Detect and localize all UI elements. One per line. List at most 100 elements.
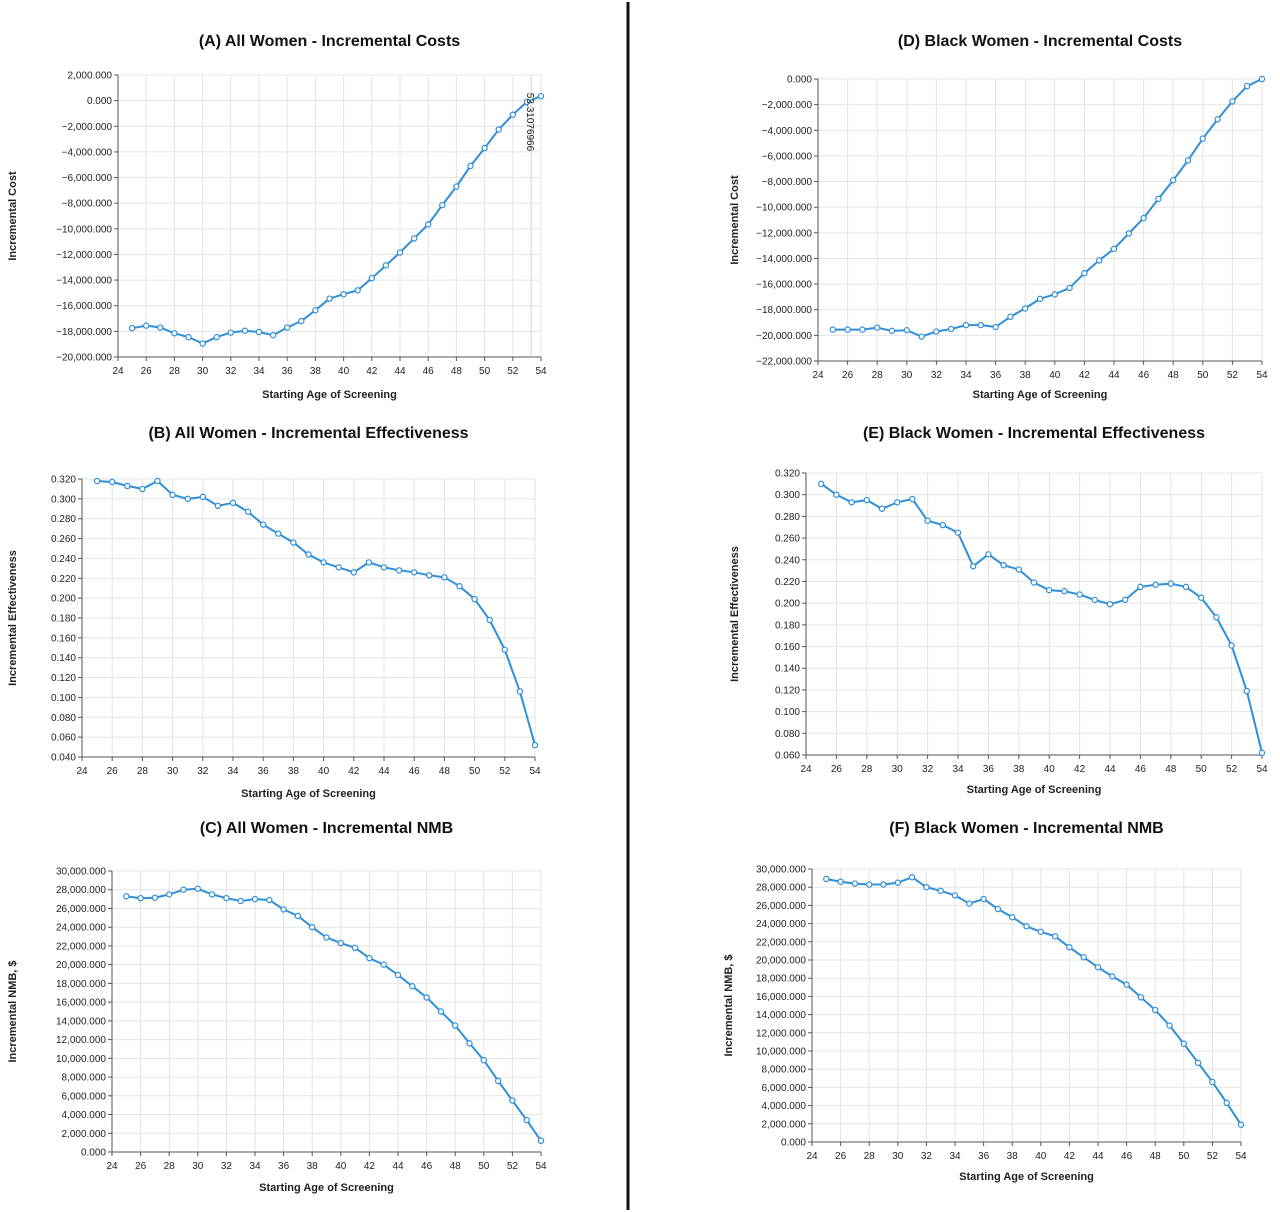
data-point[interactable] [480,1057,487,1064]
data-point[interactable] [423,994,430,1001]
data-point[interactable] [863,496,871,504]
data-point[interactable] [848,499,855,506]
data-point[interactable] [456,583,463,590]
data-point[interactable] [1106,601,1114,608]
data-point[interactable] [486,616,493,624]
data-point[interactable] [1199,135,1207,142]
data-point[interactable] [948,325,955,333]
data-point[interactable] [501,646,508,653]
data-point[interactable] [453,183,460,190]
data-point[interactable] [880,881,887,888]
data-point[interactable] [909,495,916,503]
data-point[interactable] [523,98,531,106]
data-point[interactable] [396,249,404,256]
data-point[interactable] [1121,596,1129,604]
data-point[interactable] [223,894,230,902]
data-point[interactable] [1209,1078,1216,1086]
data-point[interactable] [494,1077,502,1085]
data-point[interactable] [1194,1059,1202,1067]
data-point[interactable] [154,477,161,485]
data-point[interactable] [382,262,390,269]
data-point[interactable] [823,875,830,883]
data-point[interactable] [452,1022,459,1029]
data-point[interactable] [394,971,402,979]
data-point[interactable] [908,873,916,881]
data-point[interactable] [888,327,896,335]
data-point[interactable] [829,326,837,333]
data-point[interactable] [237,897,244,905]
data-point[interactable] [241,327,249,334]
data-point[interactable] [1125,230,1133,237]
data-point[interactable] [1095,257,1103,264]
data-point[interactable] [980,895,987,903]
data-point[interactable] [171,330,178,337]
data-point[interactable] [509,1097,516,1104]
data-point[interactable] [1228,642,1235,649]
data-point[interactable] [1214,116,1221,123]
data-point[interactable] [180,886,187,893]
data-point[interactable] [269,332,277,339]
data-point[interactable] [1197,594,1205,601]
data-point[interactable] [994,905,1002,913]
data-point[interactable] [425,221,432,228]
data-point[interactable] [213,333,220,341]
data-point[interactable] [244,508,252,515]
data-point[interactable] [833,491,840,498]
data-point[interactable] [1213,614,1220,621]
data-point[interactable] [199,340,206,347]
data-point[interactable] [523,1116,530,1124]
data-point[interactable] [323,934,330,941]
data-point[interactable] [312,307,319,314]
data-point[interactable] [1180,1040,1188,1047]
data-point[interactable] [128,324,136,332]
data-point[interactable] [951,892,959,899]
data-point[interactable] [1080,954,1087,961]
data-point[interactable] [151,894,159,901]
data-point[interactable] [1167,580,1175,587]
data-point[interactable] [1258,75,1266,83]
data-point[interactable] [214,502,222,510]
data-point[interactable] [937,887,944,895]
data-point[interactable] [1184,157,1192,164]
data-point[interactable] [365,559,373,566]
data-point[interactable] [878,505,886,512]
data-point[interactable] [266,896,273,904]
data-point[interactable] [169,491,176,499]
data-point[interactable] [137,894,144,902]
data-point[interactable] [954,529,962,536]
data-point[interactable] [426,572,433,579]
data-point[interactable] [1009,914,1016,921]
data-point[interactable] [351,944,359,952]
data-point[interactable] [923,884,930,891]
data-point[interactable] [354,287,361,294]
data-point[interactable] [859,326,866,333]
data-point[interactable] [380,564,388,571]
data-point[interactable] [1051,933,1059,940]
data-point[interactable] [320,559,327,566]
data-point[interactable] [366,954,373,962]
data-point[interactable] [1007,313,1014,320]
data-point[interactable] [199,493,206,501]
data-point[interactable] [124,482,131,490]
data-point[interactable] [275,530,282,537]
data-point[interactable] [1152,581,1159,588]
data-point[interactable] [970,563,977,570]
data-point[interactable] [894,499,901,506]
data-point[interactable] [290,539,297,546]
data-point[interactable] [410,235,418,242]
data-point[interactable] [874,324,881,331]
data-point[interactable] [350,569,357,576]
data-point[interactable] [340,290,347,298]
data-point[interactable] [837,878,844,885]
data-point[interactable] [139,485,146,493]
data-point[interactable] [977,321,985,329]
data-point[interactable] [1061,588,1068,595]
data-point[interactable] [1023,923,1030,930]
data-point[interactable] [1066,944,1073,951]
data-point[interactable] [305,551,312,558]
data-point[interactable] [481,144,488,152]
data-point[interactable] [326,295,333,302]
data-point[interactable] [284,324,291,331]
data-point[interactable] [123,893,130,900]
data-point[interactable] [918,333,925,340]
